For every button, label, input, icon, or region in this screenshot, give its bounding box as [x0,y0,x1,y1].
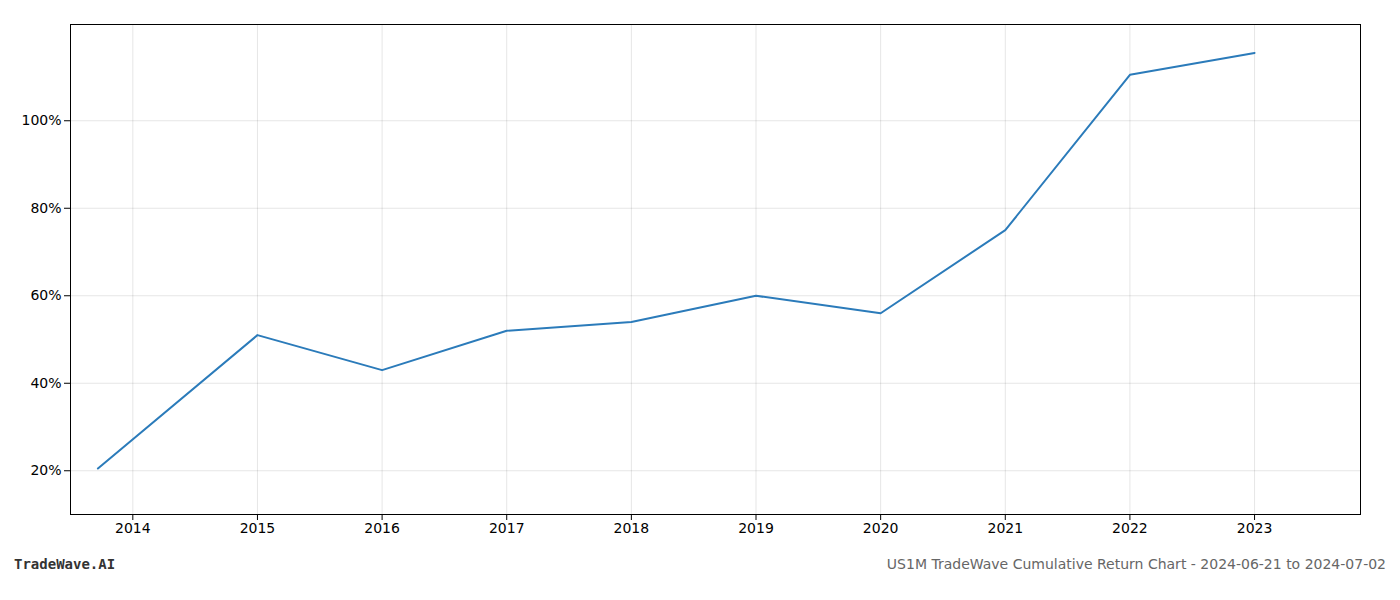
svg-text:2023: 2023 [1237,520,1273,536]
svg-text:2021: 2021 [987,520,1023,536]
svg-text:100%: 100% [21,112,61,128]
html-text:US1M TradeWave Cumulative Retu: US1M TradeWave Cumulative Return Chart -… [886,556,1386,572]
svg-text:2014: 2014 [115,520,151,536]
html-text:TradeWave.AI: TradeWave.AI [14,556,116,572]
svg-text:2019: 2019 [738,520,774,536]
svg-text:2022: 2022 [1112,520,1148,536]
svg-text:40%: 40% [30,375,61,391]
svg-text:2017: 2017 [489,520,525,536]
svg-text:20%: 20% [30,462,61,478]
svg-text:80%: 80% [30,200,61,216]
svg-text:2018: 2018 [614,520,650,536]
svg-text:2015: 2015 [240,520,276,536]
svg-text:2020: 2020 [863,520,899,536]
svg-text:60%: 60% [30,287,61,303]
svg-text:2016: 2016 [364,520,400,536]
